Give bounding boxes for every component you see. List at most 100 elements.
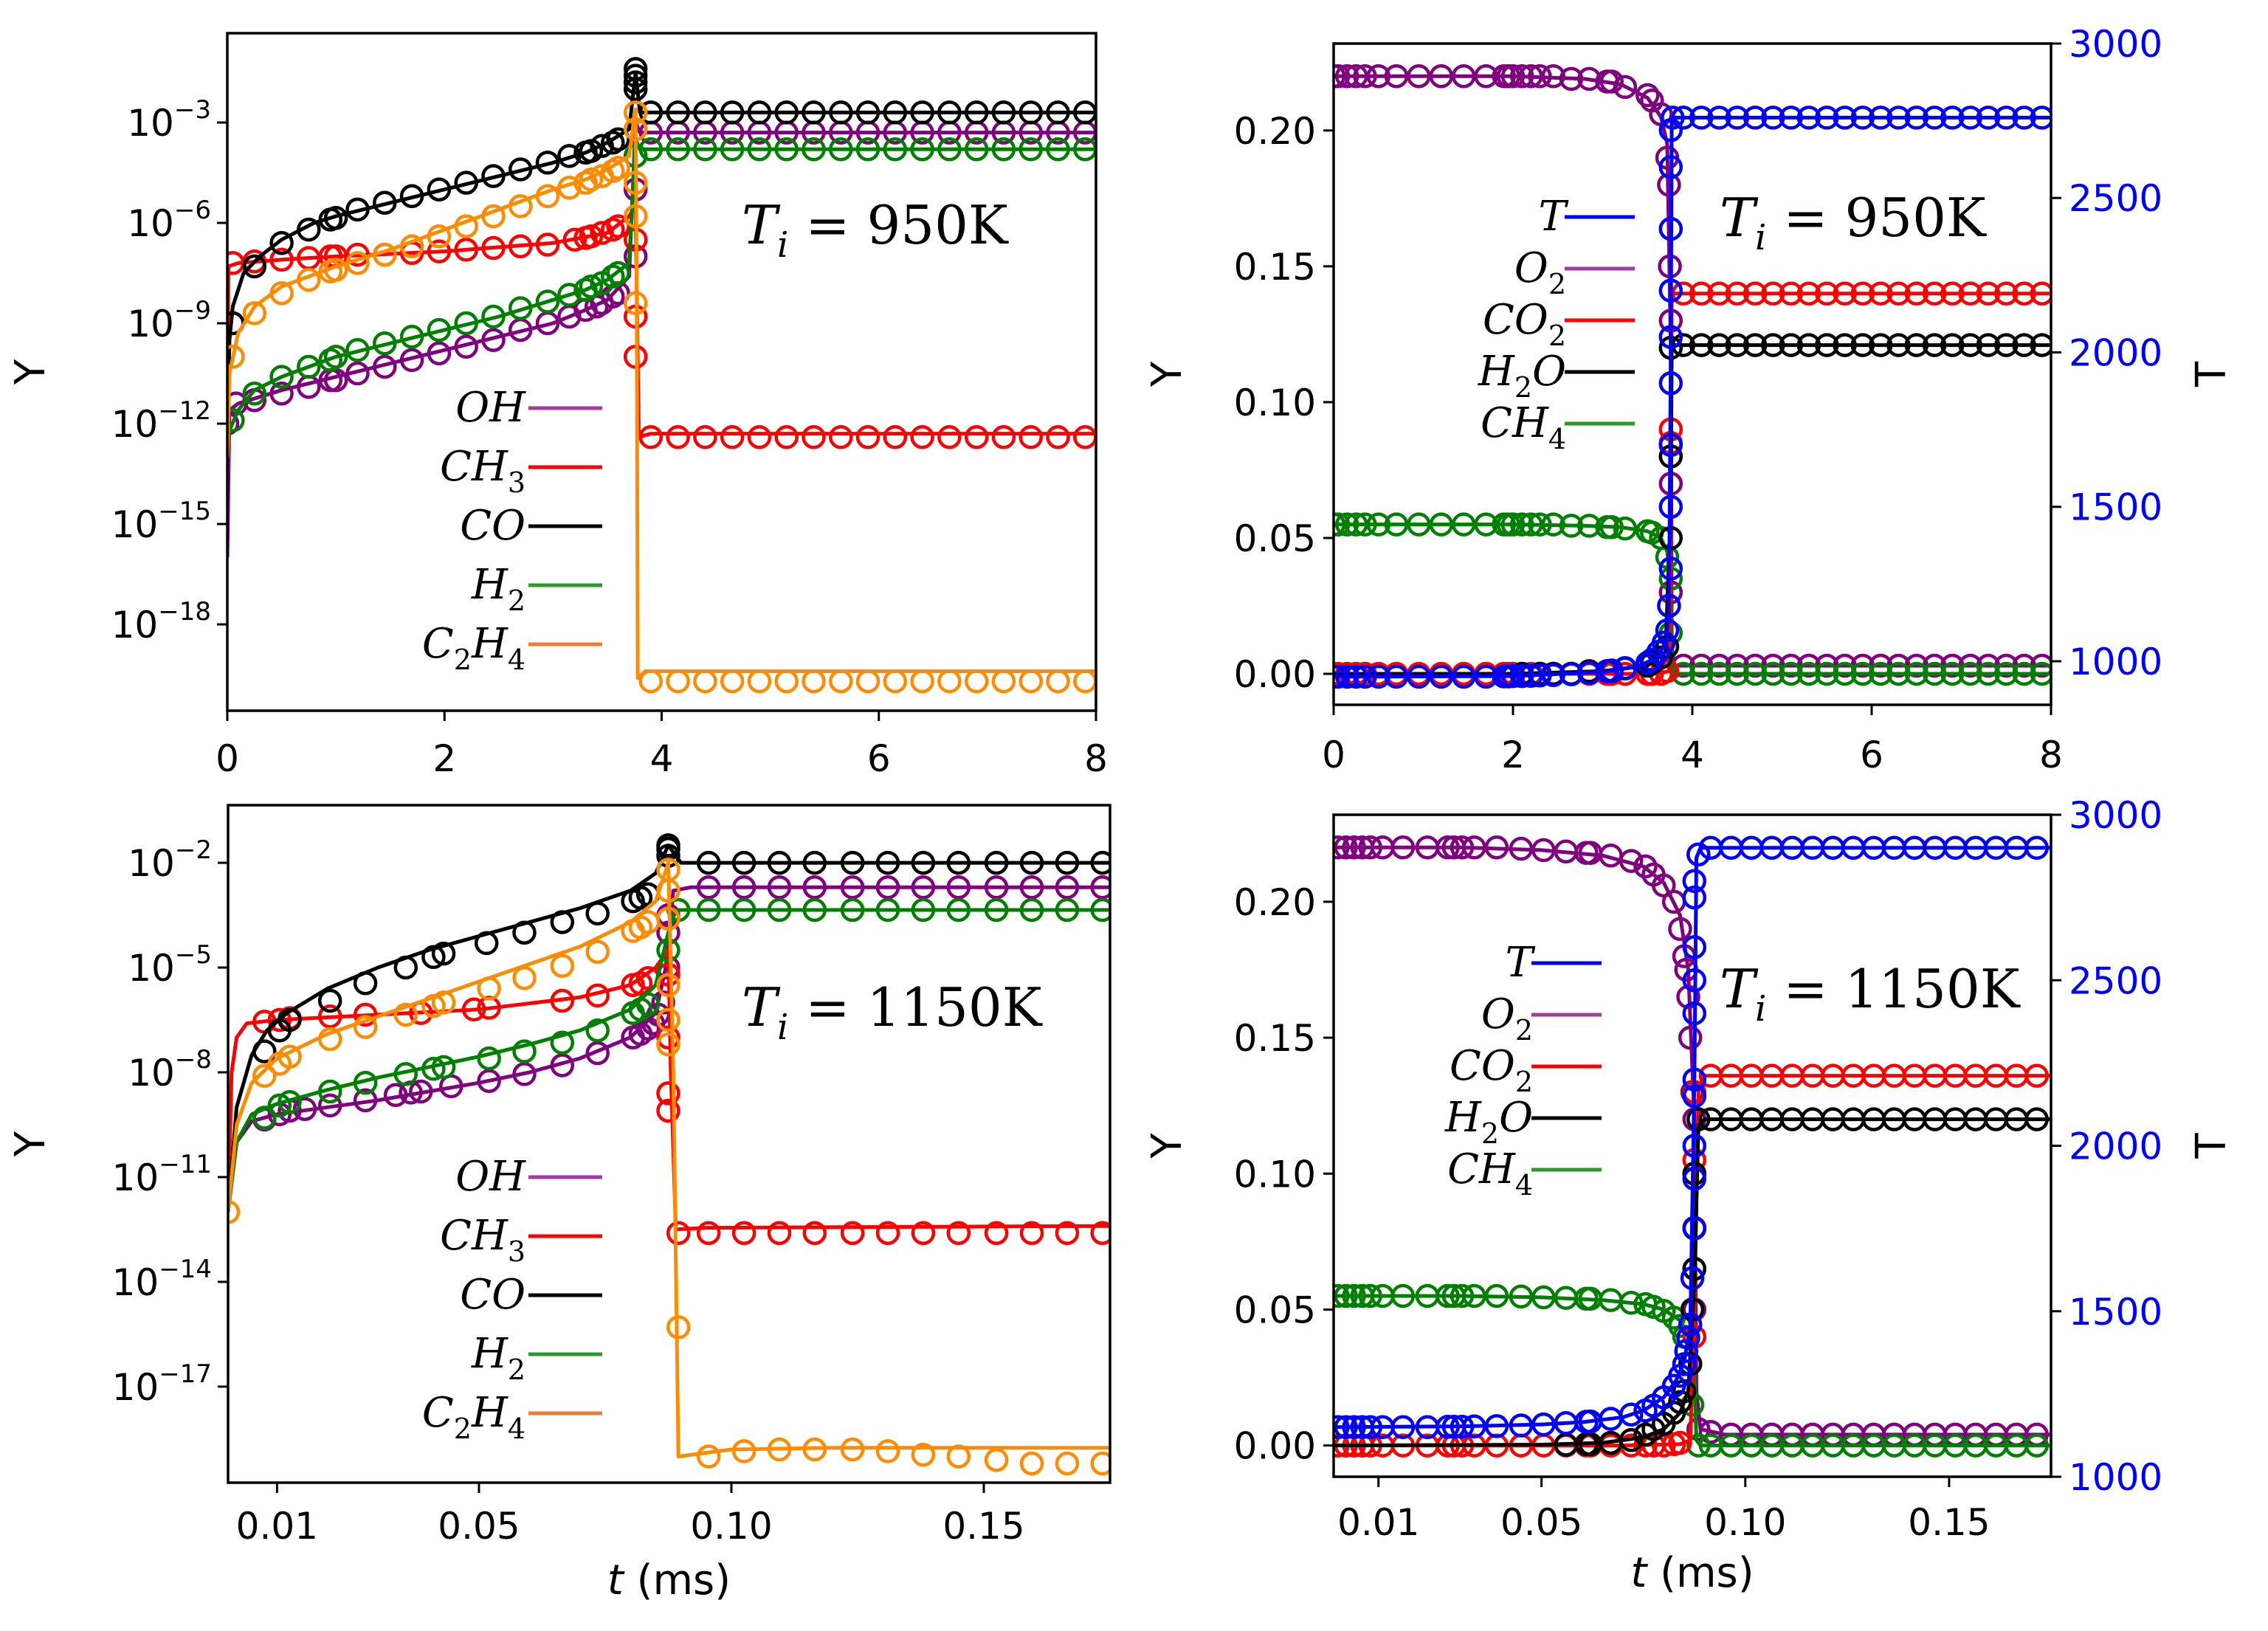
series-markers-h2o bbox=[1509, 333, 2051, 686]
x-axis-label: t (ms) bbox=[1630, 1549, 1754, 1597]
data-point-t bbox=[1976, 106, 2001, 130]
series-markers-t bbox=[1334, 106, 2051, 689]
legend-entry-ch3: CH3 bbox=[440, 1212, 602, 1268]
data-point-t bbox=[1531, 1412, 1556, 1437]
data-point-ch3 bbox=[535, 232, 560, 257]
data-point-ch3 bbox=[638, 424, 663, 449]
data-point-h2o bbox=[1940, 333, 1965, 357]
data-point-o2 bbox=[1500, 63, 1526, 89]
data-point-co bbox=[875, 850, 900, 875]
data-point-o2 bbox=[1334, 835, 1358, 860]
data-point-h2 bbox=[345, 338, 370, 362]
data-point-h2 bbox=[431, 1055, 456, 1080]
data-point-ch3 bbox=[481, 235, 506, 261]
data-point-h2o bbox=[1619, 1428, 1644, 1452]
data-point-co bbox=[937, 100, 962, 125]
data-point-t bbox=[1384, 664, 1409, 689]
data-point-co2 bbox=[1904, 281, 1929, 306]
data-point-h2 bbox=[720, 137, 745, 162]
data-point-c2h4 bbox=[747, 669, 772, 694]
data-point-h2o bbox=[1976, 333, 2001, 357]
x-tick-label: 2 bbox=[432, 737, 456, 780]
data-point-t bbox=[1958, 106, 1982, 130]
data-point-h2 bbox=[1055, 897, 1080, 923]
data-point-ch3 bbox=[1090, 1221, 1110, 1245]
data-point-t bbox=[1509, 663, 1534, 689]
data-point-ch4 bbox=[1528, 512, 1552, 537]
data-point-c2h4 bbox=[606, 155, 630, 180]
data-point-ch4 bbox=[1833, 661, 1857, 686]
data-point-h2 bbox=[399, 324, 424, 349]
legend-label: CH3 bbox=[440, 1212, 525, 1268]
data-point-c2h4 bbox=[623, 100, 648, 125]
data-point-t bbox=[1661, 106, 1685, 130]
data-point-ch4 bbox=[1451, 512, 1476, 537]
data-point-co bbox=[731, 850, 756, 875]
data-point-c2h4 bbox=[802, 1437, 827, 1462]
data-point-co bbox=[720, 100, 745, 125]
data-point-ch3 bbox=[1018, 424, 1043, 449]
data-point-co bbox=[1018, 100, 1043, 125]
data-point-o2 bbox=[1635, 83, 1660, 108]
series-markers-co bbox=[227, 57, 1096, 336]
data-point-t bbox=[1672, 1352, 1697, 1376]
y2-tick-label: 2500 bbox=[2069, 959, 2162, 1002]
data-point-co2 bbox=[1976, 281, 2001, 306]
panel-bottom-right-major-species-1150k: 0.01 0.05 0.10 0.15 0.00 0.05 0.10 0.15 0.20 1000… bbox=[1143, 794, 2236, 1597]
y2-tick-label: 2000 bbox=[2069, 331, 2162, 374]
y-tick-label: 10−9 bbox=[127, 296, 211, 345]
data-point-t bbox=[1682, 1134, 1707, 1158]
series-markers-oh bbox=[227, 120, 1096, 436]
data-point-ch3 bbox=[461, 997, 486, 1022]
y-tick-label: 10−3 bbox=[127, 95, 211, 145]
data-point-co bbox=[774, 100, 799, 125]
data-point-t bbox=[1689, 106, 1714, 130]
data-point-c2h4 bbox=[242, 301, 267, 325]
data-point-ch3 bbox=[666, 1221, 691, 1245]
data-point-co2 bbox=[1668, 1430, 1692, 1455]
data-point-co2 bbox=[2012, 281, 2036, 306]
data-point-t bbox=[1779, 106, 1803, 130]
data-point-co bbox=[323, 205, 348, 230]
data-point-co bbox=[454, 170, 478, 195]
data-point-ch4 bbox=[2030, 661, 2051, 686]
y-tick-label: 0.15 bbox=[1234, 1017, 1316, 1060]
data-point-t bbox=[1833, 106, 1857, 130]
panel-top-right-major-species-950k: 0 2 4 6 8 0.00 0.05 0.10 0.15 0.20 1000 1500 2000 250… bbox=[1143, 23, 2236, 776]
data-point-oh bbox=[1055, 875, 1080, 900]
data-point-c2h4 bbox=[774, 669, 799, 694]
data-point-h2 bbox=[875, 897, 900, 923]
data-point-ch4 bbox=[1462, 1283, 1486, 1308]
data-point-c2h4 bbox=[946, 1444, 971, 1469]
y-axis-label: Y bbox=[1143, 361, 1191, 387]
data-point-ch4 bbox=[1761, 661, 1785, 686]
data-point-ch3 bbox=[991, 424, 1016, 449]
data-point-c2h4 bbox=[623, 170, 648, 195]
data-point-c2h4 bbox=[579, 167, 604, 192]
data-point-h2o bbox=[1779, 333, 1803, 357]
data-point-t bbox=[1940, 106, 1965, 130]
data-point-t bbox=[2024, 835, 2049, 861]
data-point-oh bbox=[1019, 875, 1044, 900]
data-point-oh bbox=[767, 875, 792, 900]
data-point-co2 bbox=[1886, 281, 1911, 306]
data-point-c2h4 bbox=[1055, 1451, 1080, 1476]
data-point-ch3 bbox=[606, 214, 630, 238]
data-point-t bbox=[1519, 663, 1543, 688]
data-point-h2o bbox=[1904, 333, 1929, 357]
data-point-ch4 bbox=[1353, 512, 1377, 537]
data-point-h2 bbox=[693, 137, 717, 162]
data-point-ch4 bbox=[1358, 1283, 1382, 1308]
data-point-t bbox=[1658, 117, 1683, 142]
data-point-co2 bbox=[1958, 281, 1982, 306]
data-point-co bbox=[840, 850, 865, 875]
data-point-ch4 bbox=[1671, 661, 1696, 686]
data-point-co bbox=[481, 164, 506, 188]
data-point-ch3 bbox=[910, 424, 934, 449]
data-point-co bbox=[474, 931, 499, 956]
data-point-o2 bbox=[1559, 66, 1584, 92]
x-tick-label: 0 bbox=[216, 737, 239, 780]
data-point-c2h4 bbox=[353, 1015, 378, 1039]
data-point-co bbox=[855, 100, 880, 125]
